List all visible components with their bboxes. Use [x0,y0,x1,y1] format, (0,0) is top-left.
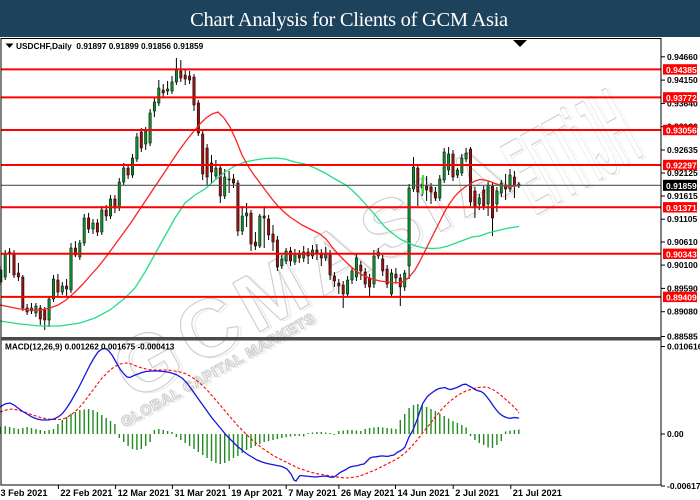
svg-text:Chart Analysis for Clients of: Chart Analysis for Clients of GCM Asia [190,9,508,31]
svg-text:31 Mar 2021: 31 Mar 2021 [174,488,226,498]
svg-text:0.92297: 0.92297 [666,161,697,171]
svg-text:19 Apr 2021: 19 Apr 2021 [231,488,282,498]
svg-text:0.90343: 0.90343 [666,249,697,259]
svg-text:26 May 2021: 26 May 2021 [341,488,395,498]
svg-text:22 Feb 2021: 22 Feb 2021 [60,488,112,498]
svg-text:0.91615: 0.91615 [667,191,698,201]
svg-text:0.88585: 0.88585 [667,332,698,342]
svg-text:0.94150: 0.94150 [667,75,698,85]
svg-text:0.91371: 0.91371 [666,203,697,213]
svg-text:0.93056: 0.93056 [666,126,697,136]
svg-text:0.91859: 0.91859 [666,181,697,191]
svg-text:0.90100: 0.90100 [667,260,698,270]
svg-text:0.89080: 0.89080 [667,307,698,317]
svg-text:0.010616: 0.010616 [667,342,700,352]
svg-text:7 May 2021: 7 May 2021 [288,488,337,498]
svg-text:0.00: 0.00 [667,429,684,439]
svg-text:0.94660: 0.94660 [667,52,698,62]
svg-text:-0.00617: -0.00617 [667,481,700,491]
svg-text:0.90610: 0.90610 [667,237,698,247]
svg-text:0.93640: 0.93640 [667,98,698,108]
svg-text:12 Mar 2021: 12 Mar 2021 [118,488,170,498]
svg-text:0.92125: 0.92125 [667,168,698,178]
svg-text:0.89409: 0.89409 [666,292,697,302]
svg-text:USDCHF,Daily 0.91897 0.91899: USDCHF,Daily 0.91897 0.91899 0.91856 0.9… [16,41,204,51]
svg-text:MACD(12,26,9) 0.001262 0.00167: MACD(12,26,9) 0.001262 0.001675 -0.00041… [5,343,175,352]
svg-text:3 Feb 2021: 3 Feb 2021 [1,488,48,498]
svg-text:0.91105: 0.91105 [667,214,698,224]
svg-text:0.92635: 0.92635 [667,145,698,155]
svg-text:0.93772: 0.93772 [666,93,697,103]
svg-text:2 Jul 2021: 2 Jul 2021 [455,488,499,498]
svg-text:0.94385: 0.94385 [666,65,697,75]
svg-text:14 Jun 2021: 14 Jun 2021 [398,488,450,498]
svg-text:0.89590: 0.89590 [667,283,698,293]
svg-text:21 Jul 2021: 21 Jul 2021 [513,488,562,498]
